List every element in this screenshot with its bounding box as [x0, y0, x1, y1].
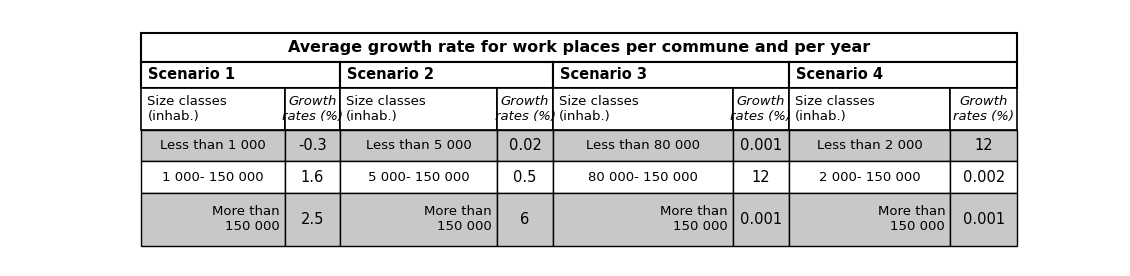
Bar: [789, 87, 950, 130]
Text: Growth
rates (%): Growth rates (%): [954, 95, 1015, 123]
Text: Size classes
(inhab.): Size classes (inhab.): [794, 95, 875, 123]
Text: More than
150 000: More than 150 000: [878, 205, 945, 233]
Text: -0.3: -0.3: [298, 138, 327, 153]
Text: Less than 2 000: Less than 2 000: [817, 139, 922, 152]
Text: 0.002: 0.002: [963, 170, 1005, 185]
Text: Scenario 2: Scenario 2: [347, 68, 434, 83]
Text: 0.001: 0.001: [740, 138, 782, 153]
Bar: [141, 193, 285, 246]
Text: 12: 12: [974, 138, 993, 153]
Text: 0.001: 0.001: [963, 212, 1005, 227]
Bar: [733, 161, 789, 193]
Bar: [141, 161, 285, 193]
Bar: [497, 161, 553, 193]
Bar: [553, 62, 789, 87]
Text: 1.6: 1.6: [301, 170, 324, 185]
Text: 6: 6: [521, 212, 530, 227]
Bar: [789, 193, 950, 246]
Text: Scenario 3: Scenario 3: [559, 68, 646, 83]
Bar: [340, 130, 497, 161]
Text: 5 000- 150 000: 5 000- 150 000: [368, 171, 469, 184]
Bar: [950, 87, 1017, 130]
Bar: [733, 130, 789, 161]
Text: 2.5: 2.5: [301, 212, 324, 227]
Bar: [285, 193, 340, 246]
Bar: [497, 87, 553, 130]
Text: Size classes
(inhab.): Size classes (inhab.): [147, 95, 227, 123]
Bar: [789, 161, 950, 193]
Bar: [553, 87, 733, 130]
Text: 0.5: 0.5: [513, 170, 537, 185]
Text: 0.02: 0.02: [508, 138, 541, 153]
Text: Growth
rates (%): Growth rates (%): [281, 95, 342, 123]
Bar: [285, 130, 340, 161]
Text: 1 000- 150 000: 1 000- 150 000: [162, 171, 263, 184]
Bar: [789, 130, 950, 161]
Text: Less than 1 000: Less than 1 000: [160, 139, 266, 152]
Bar: [141, 87, 285, 130]
Bar: [141, 33, 1017, 62]
Bar: [950, 193, 1017, 246]
Text: Less than 80 000: Less than 80 000: [586, 139, 699, 152]
Bar: [285, 87, 340, 130]
Bar: [733, 193, 789, 246]
Bar: [733, 87, 789, 130]
Text: Scenario 1: Scenario 1: [148, 68, 235, 83]
Bar: [340, 62, 553, 87]
Bar: [340, 87, 497, 130]
Bar: [285, 161, 340, 193]
Text: Size classes
(inhab.): Size classes (inhab.): [559, 95, 638, 123]
Bar: [553, 130, 733, 161]
Text: More than
150 000: More than 150 000: [425, 205, 492, 233]
Bar: [340, 193, 497, 246]
Text: Less than 5 000: Less than 5 000: [366, 139, 471, 152]
Text: Average growth rate for work places per commune and per year: Average growth rate for work places per …: [288, 40, 870, 55]
Bar: [553, 161, 733, 193]
Text: More than
150 000: More than 150 000: [211, 205, 279, 233]
Bar: [950, 130, 1017, 161]
Text: Growth
rates (%): Growth rates (%): [730, 95, 791, 123]
Bar: [141, 62, 340, 87]
Text: 12: 12: [751, 170, 771, 185]
Text: 0.001: 0.001: [740, 212, 782, 227]
Text: Scenario 4: Scenario 4: [796, 68, 883, 83]
Bar: [497, 193, 553, 246]
Bar: [553, 193, 733, 246]
Bar: [141, 130, 285, 161]
Bar: [497, 130, 553, 161]
Bar: [340, 161, 497, 193]
Text: 2 000- 150 000: 2 000- 150 000: [819, 171, 920, 184]
Text: Size classes
(inhab.): Size classes (inhab.): [346, 95, 426, 123]
Text: Growth
rates (%): Growth rates (%): [495, 95, 556, 123]
Text: 80 000- 150 000: 80 000- 150 000: [588, 171, 698, 184]
Text: More than
150 000: More than 150 000: [660, 205, 728, 233]
Bar: [950, 161, 1017, 193]
Bar: [789, 62, 1017, 87]
